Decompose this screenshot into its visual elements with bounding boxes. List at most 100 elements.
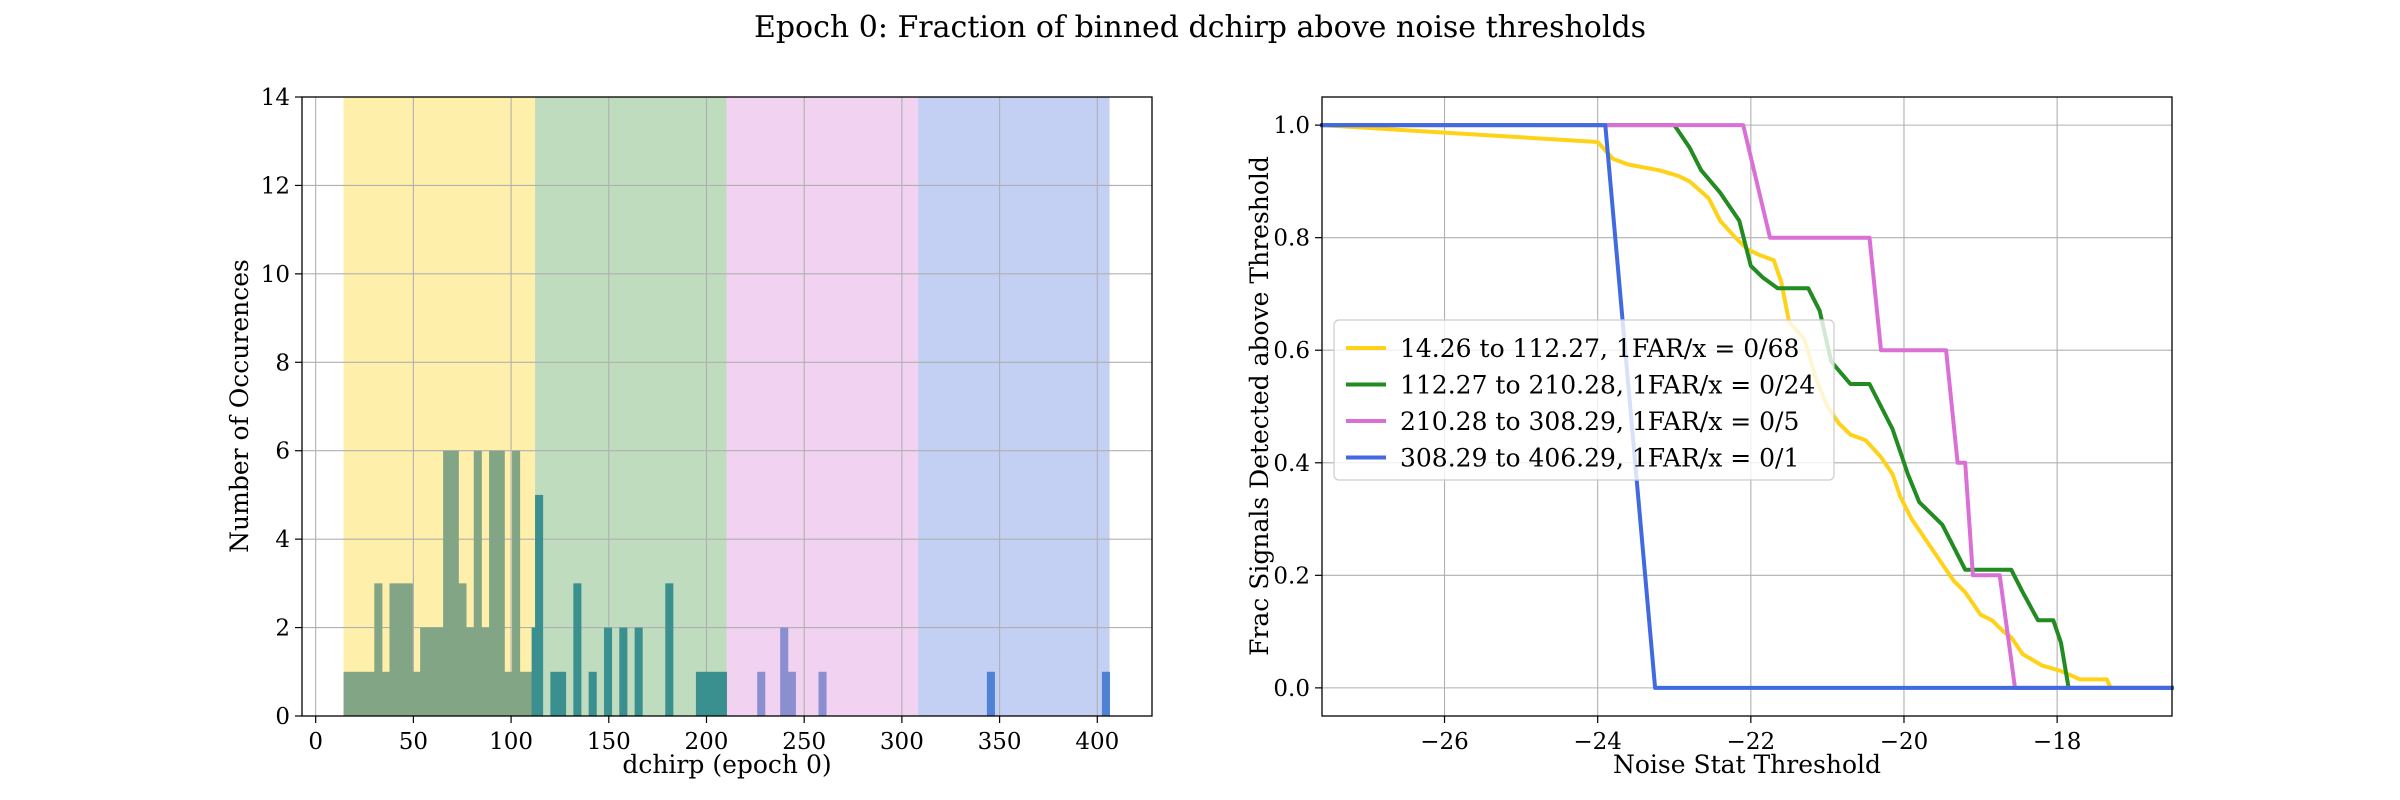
x-tick-label: 400 <box>1075 729 1119 755</box>
histogram-bar <box>366 671 375 716</box>
histogram-bar <box>435 627 444 716</box>
histogram-bar <box>527 671 536 716</box>
y-tick-label: 6 <box>275 439 290 465</box>
histogram-bar <box>634 627 643 716</box>
histogram-x-label: dchirp (epoch 0) <box>622 750 831 779</box>
legend: 14.26 to 112.27, 1FAR/x = 0/68 112.27 to … <box>1333 319 1835 481</box>
x-tick-label: −24 <box>1573 729 1622 755</box>
series-line-2 <box>1320 123 2174 690</box>
histogram-bar <box>665 583 674 716</box>
x-tick-label: −18 <box>2033 729 2082 755</box>
histogram-x-ticks: 0 50 100 150 200 250 300 350 400 <box>308 716 1119 755</box>
line-chart-x-label: Noise Stat Threshold <box>1613 750 1881 779</box>
histogram-bar <box>458 583 467 716</box>
y-tick-label: 0.0 <box>1273 676 1310 702</box>
y-tick-label: 0.4 <box>1273 451 1310 477</box>
x-tick-label: 300 <box>880 729 924 755</box>
histogram-bar <box>466 627 475 716</box>
x-tick-label: −26 <box>1420 729 1469 755</box>
figure-title: Epoch 0: Fraction of binned dchirp above… <box>754 10 1646 45</box>
histogram-bar <box>412 671 421 716</box>
y-tick-label: 12 <box>261 173 290 199</box>
histogram-bar <box>374 583 383 716</box>
y-tick-label: 14 <box>261 85 290 111</box>
x-tick-label: 50 <box>399 729 428 755</box>
histogram-bar <box>603 627 613 716</box>
histogram-bar <box>519 671 528 716</box>
line-chart-x-ticks: −26 −24 −22 −20 −18 <box>1420 716 2081 755</box>
histogram-bar <box>481 627 490 716</box>
bin-shading <box>343 97 1110 716</box>
histogram-y-label: Number of Occurences <box>225 259 254 553</box>
histogram-bar <box>818 671 827 716</box>
histogram-bar <box>504 671 513 716</box>
bin-shade-3 <box>726 97 919 716</box>
histogram-bar <box>343 671 352 716</box>
y-tick-label: 0.6 <box>1273 338 1310 364</box>
histogram-bar <box>573 583 582 716</box>
histogram-bar <box>450 450 459 716</box>
legend-entry-label: 112.27 to 210.28, 1FAR/x = 0/24 <box>1400 371 1815 400</box>
histogram-bar <box>619 627 628 716</box>
y-tick-label: 0.8 <box>1273 226 1310 252</box>
bin-shade-4 <box>918 97 1110 716</box>
legend-entry-label: 210.28 to 308.29, 1FAR/x = 0/5 <box>1400 407 1799 436</box>
histogram-bar <box>1101 671 1110 716</box>
line-chart-frame <box>1321 96 2173 717</box>
y-tick-label: 0 <box>275 704 290 730</box>
y-tick-label: 4 <box>275 527 290 553</box>
legend-box <box>1333 319 1835 481</box>
x-tick-label: −22 <box>1727 729 1776 755</box>
x-tick-label: 100 <box>489 729 533 755</box>
histogram-bar <box>695 671 704 716</box>
histogram-bar <box>404 583 413 716</box>
bin-shade-2 <box>535 97 727 716</box>
y-tick-label: 2 <box>275 616 290 642</box>
legend-entry-label: 308.29 to 406.29, 1FAR/x = 0/1 <box>1400 444 1799 473</box>
x-tick-label: 0 <box>308 729 323 755</box>
histogram-bar <box>473 450 482 716</box>
histogram-bar <box>427 627 436 716</box>
x-tick-label: −20 <box>1880 729 1929 755</box>
histogram-y-ticks: 0 2 4 6 8 10 12 14 <box>261 85 302 730</box>
histogram-bar <box>535 494 544 716</box>
histogram-bar <box>711 671 720 716</box>
threshold-line-chart: −26 −24 −22 −20 −18 0.0 0.2 0.4 0.6 0.8 1.0 Noise… <box>1245 96 2174 779</box>
histogram-bar <box>351 671 360 716</box>
x-tick-label: 200 <box>685 729 729 755</box>
histogram-bar <box>558 671 567 716</box>
histogram-bar <box>512 450 521 716</box>
histogram-bars <box>343 450 1110 716</box>
histogram-bar <box>420 627 429 716</box>
legend-entry-label: 14.26 to 112.27, 1FAR/x = 0/68 <box>1400 334 1799 363</box>
histogram-bar <box>718 671 727 716</box>
series-line-1 <box>1319 122 2174 690</box>
histogram-frame <box>301 96 1153 717</box>
histogram-bar <box>703 671 712 716</box>
histogram-bar <box>489 450 498 716</box>
y-tick-label: 8 <box>275 350 290 376</box>
x-tick-label: 150 <box>587 729 631 755</box>
y-tick-label: 0.2 <box>1273 563 1310 589</box>
histogram-bar <box>550 671 559 716</box>
histogram-bar <box>787 671 796 716</box>
histogram-bar <box>389 583 398 716</box>
x-tick-label: 250 <box>782 729 826 755</box>
histogram-bar <box>496 450 505 716</box>
histogram-chart: 0 50 100 150 200 250 300 350 400 0 2 4 6 8 10 12 14 dch… <box>225 85 1153 779</box>
histogram-bar <box>986 671 995 716</box>
y-tick-label: 10 <box>261 262 290 288</box>
histogram-bar <box>757 671 766 716</box>
histogram-bar <box>381 671 390 716</box>
histogram-bar <box>588 671 597 716</box>
y-tick-label: 1.0 <box>1273 113 1310 139</box>
x-tick-label: 350 <box>978 729 1022 755</box>
histogram-bar <box>358 671 367 716</box>
line-chart-y-ticks: 0.0 0.2 0.4 0.6 0.8 1.0 <box>1273 113 1322 702</box>
bin-shade-1 <box>343 97 536 716</box>
histogram-bar <box>780 627 789 716</box>
series-line-3 <box>1320 123 2174 690</box>
histogram-bar <box>397 583 406 716</box>
histogram-bar <box>443 450 452 716</box>
